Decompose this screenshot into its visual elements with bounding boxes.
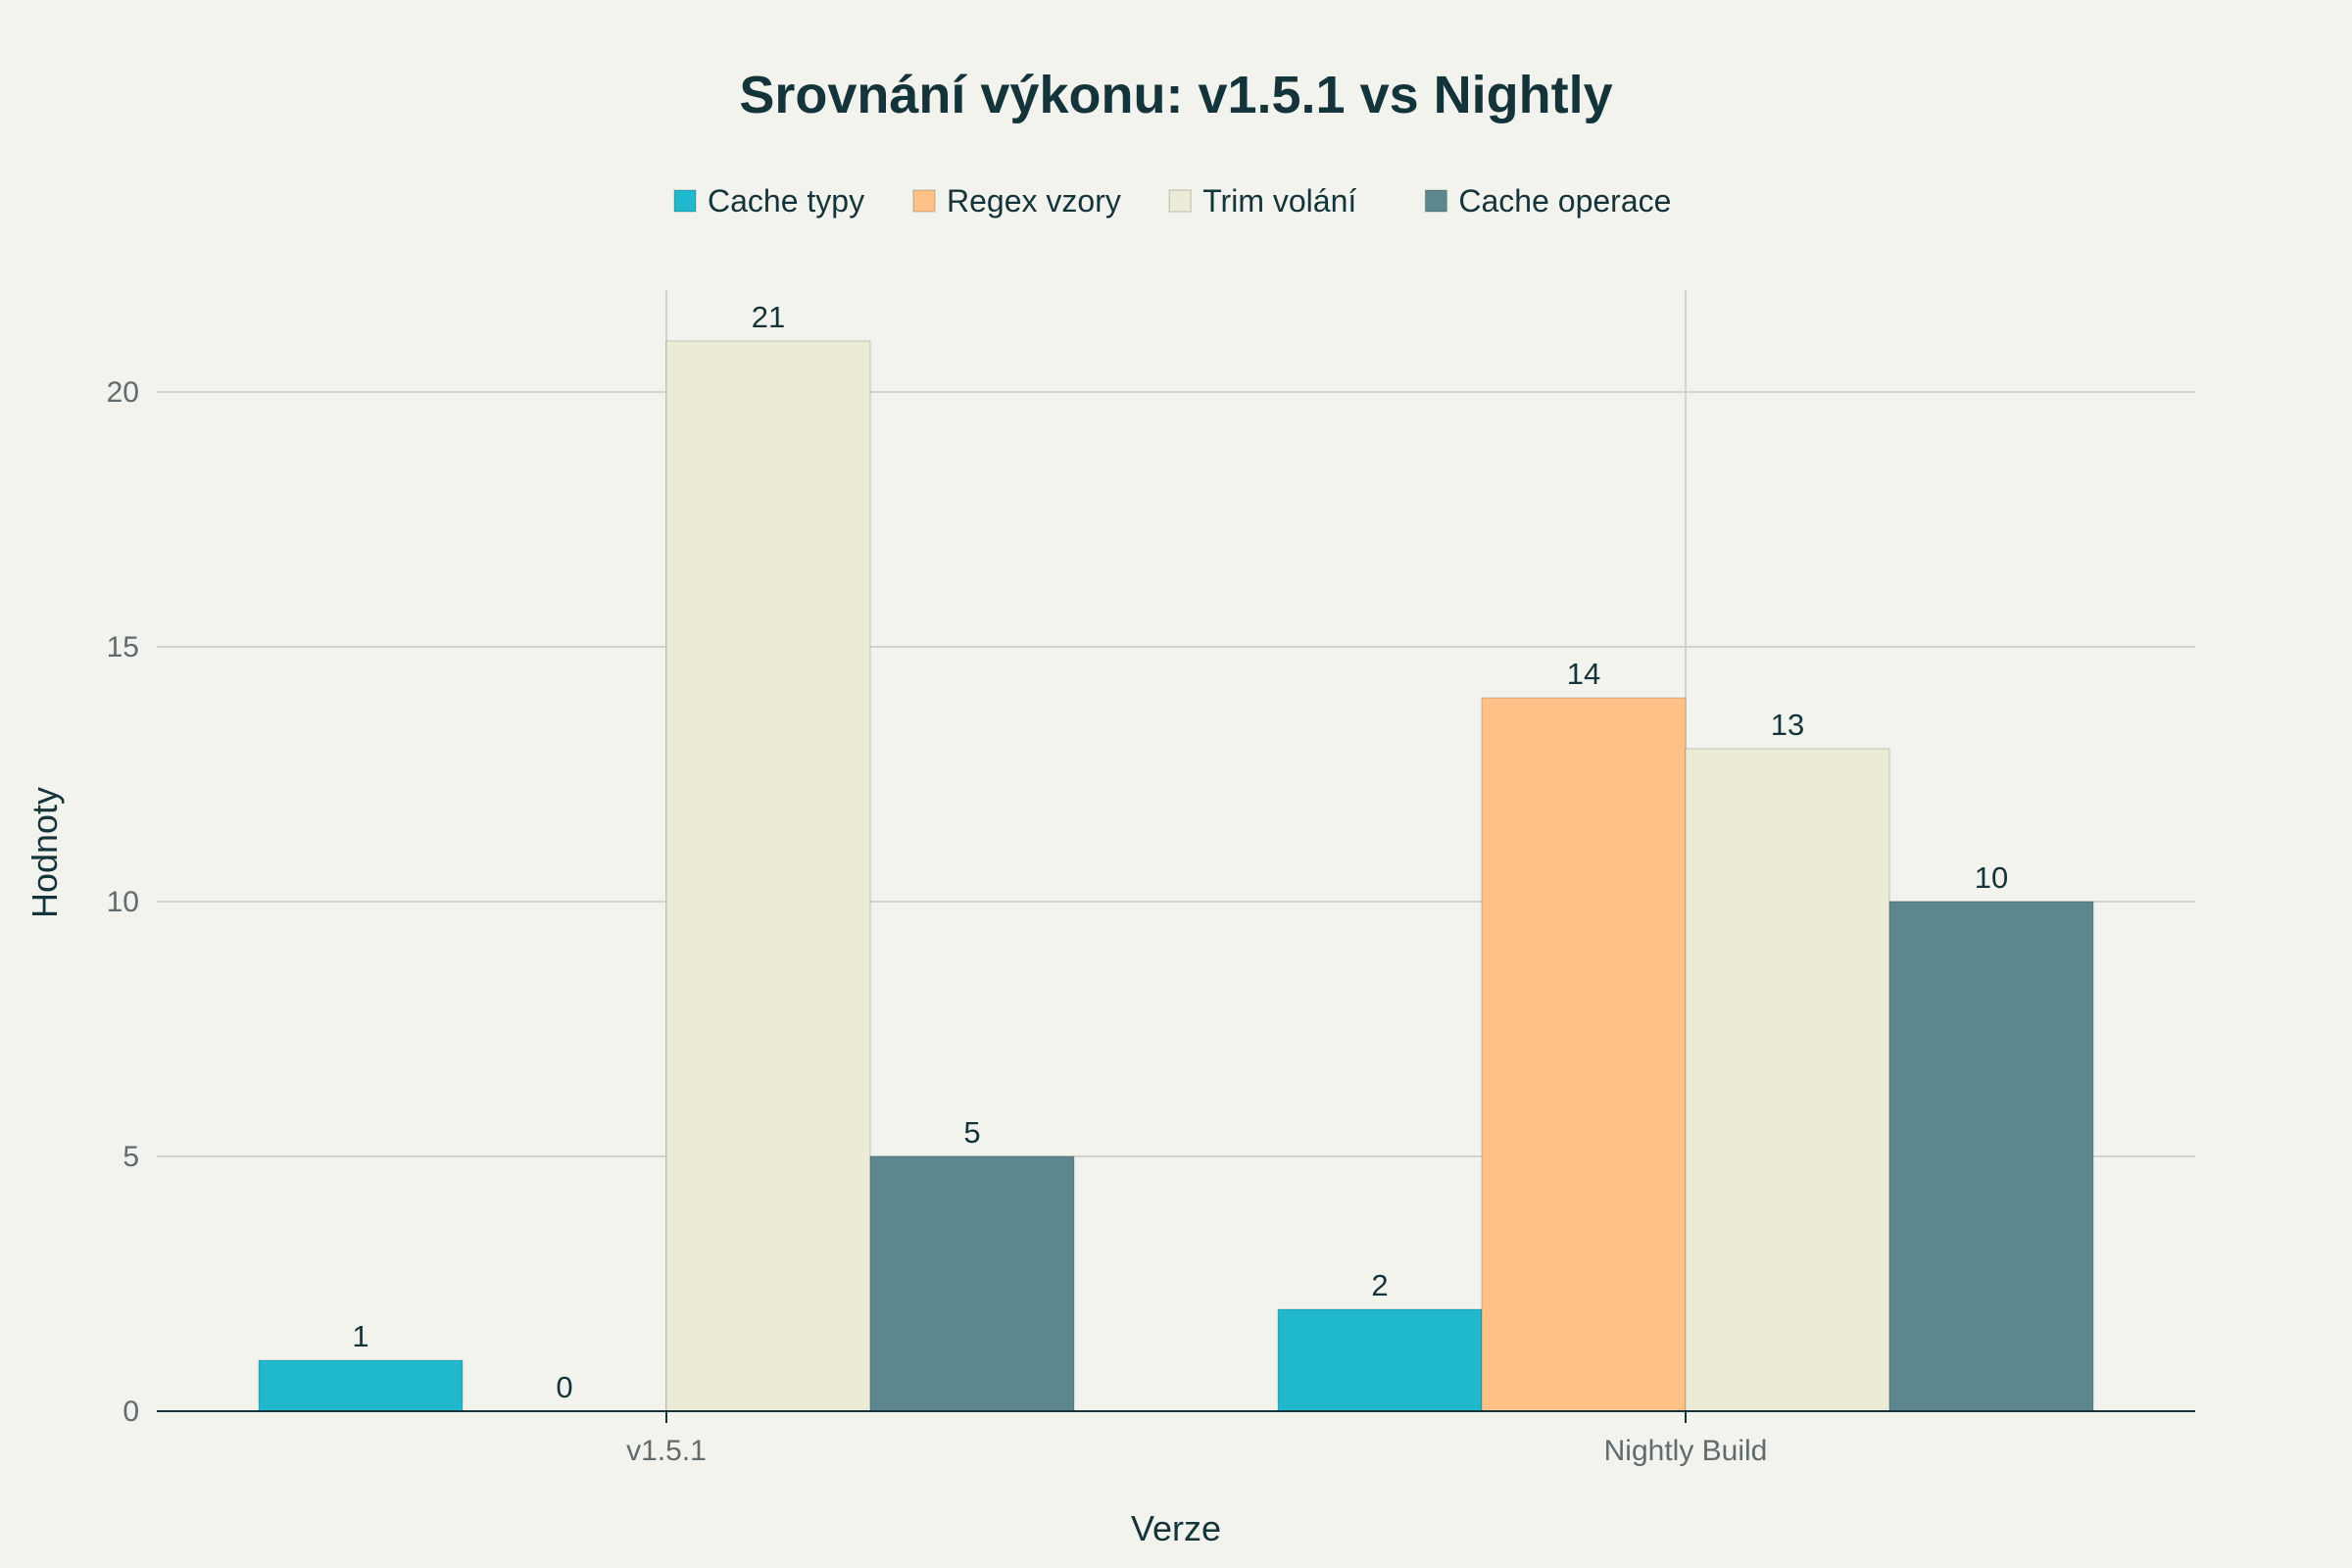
chart-title: Srovnání výkonu: v1.5.1 vs Nightly xyxy=(739,66,1612,124)
x-axis-ticks: v1.5.1 Nightly Build xyxy=(626,1411,1767,1467)
legend-item[interactable]: Trim volání xyxy=(1168,183,1356,219)
data-label: 5 xyxy=(963,1115,980,1150)
y-tick-label: 20 xyxy=(107,376,139,409)
legend-label: Cache operace xyxy=(1458,183,1671,219)
legend-label: Cache typy xyxy=(708,183,864,219)
x-tick-label: v1.5.1 xyxy=(626,1435,707,1467)
data-label: 1 xyxy=(352,1319,368,1353)
legend-swatch xyxy=(1168,189,1192,213)
legend-swatch xyxy=(673,189,697,213)
legend-label: Regex vzory xyxy=(947,183,1121,219)
x-axis-title: Verze xyxy=(1131,1508,1221,1548)
data-label: 14 xyxy=(1567,657,1600,691)
data-label: 0 xyxy=(556,1370,572,1404)
legend-label: Trim volání xyxy=(1202,183,1356,219)
legend-swatch xyxy=(1424,189,1448,213)
y-axis-ticks: 0 5 10 15 20 xyxy=(107,376,139,1428)
bar-trim-volání[interactable] xyxy=(665,340,871,1412)
bar-regex-vzory[interactable] xyxy=(1481,697,1687,1412)
bar-cache-typy[interactable] xyxy=(1277,1308,1483,1412)
y-tick-label: 10 xyxy=(107,886,139,918)
y-tick-label: 5 xyxy=(122,1141,139,1173)
legend-item[interactable]: Regex vzory xyxy=(912,183,1121,219)
legend: Cache typy Regex vzory Trim volání Cache op… xyxy=(673,183,1671,219)
data-label: 2 xyxy=(1371,1268,1388,1302)
data-label: 10 xyxy=(1975,860,2008,895)
bar-cache-operace[interactable] xyxy=(1888,901,2094,1412)
y-tick-label: 15 xyxy=(107,631,139,663)
y-tick-label: 0 xyxy=(122,1396,139,1428)
bar-cache-typy[interactable] xyxy=(258,1359,464,1412)
data-label: 13 xyxy=(1771,708,1804,742)
bar-trim-volání[interactable] xyxy=(1685,748,1890,1412)
legend-swatch xyxy=(912,189,936,213)
legend-item[interactable]: Cache typy xyxy=(673,183,864,219)
bar-cache-operace[interactable] xyxy=(869,1155,1075,1412)
x-tick-label: Nightly Build xyxy=(1604,1435,1768,1467)
legend-item[interactable]: Cache operace xyxy=(1424,183,1671,219)
y-axis-title: Hodnoty xyxy=(24,787,65,918)
bars xyxy=(258,340,2094,1412)
data-label: 21 xyxy=(752,300,785,334)
